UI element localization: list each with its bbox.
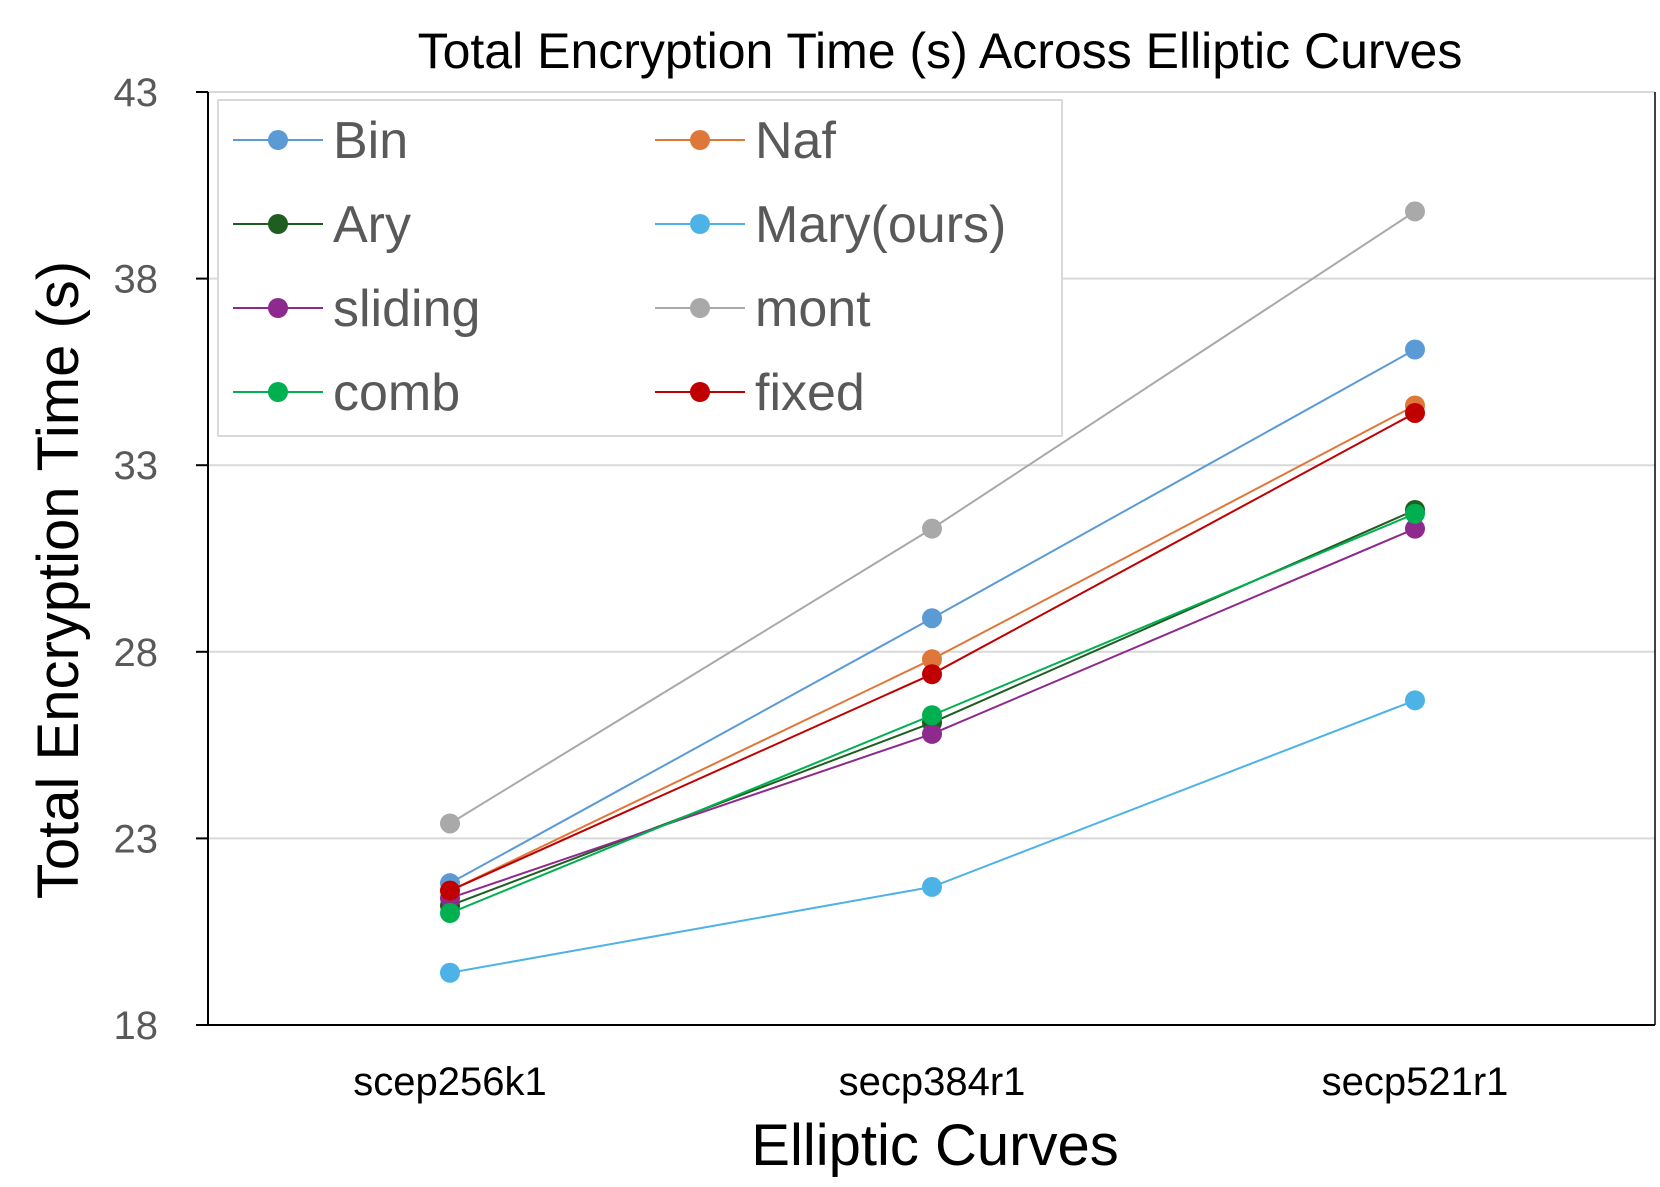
x-tick-label: secp384r1 — [839, 1060, 1026, 1104]
data-point — [440, 880, 460, 901]
series-naf — [440, 395, 1425, 901]
y-tick-label: 23 — [114, 817, 159, 861]
data-point — [1405, 690, 1425, 711]
legend-label: Ary — [333, 196, 411, 254]
series-lines — [440, 201, 1425, 983]
y-tick-label: 43 — [114, 71, 159, 115]
y-tick-labels: 18 23 28 33 38 43 — [114, 71, 159, 1048]
legend-marker — [690, 130, 710, 150]
legend-item: mont — [655, 280, 871, 338]
legend-box — [217, 99, 1063, 437]
legend-label: comb — [333, 364, 460, 422]
legend-item: Naf — [655, 112, 836, 170]
series-comb — [440, 503, 1425, 924]
series-mont — [440, 201, 1425, 834]
data-point — [922, 705, 942, 726]
data-point — [440, 903, 460, 924]
y-tick-label: 33 — [114, 444, 159, 488]
legend-label: Mary(ours) — [755, 196, 1006, 254]
data-point — [1405, 518, 1425, 539]
legend-label: sliding — [333, 280, 480, 338]
axes — [196, 91, 1656, 1026]
legend-label: fixed — [755, 364, 865, 422]
series-fixed — [440, 402, 1425, 901]
legend-label: mont — [755, 280, 871, 338]
data-point — [922, 664, 942, 685]
data-point — [922, 649, 942, 670]
legend-marker — [268, 382, 288, 402]
data-point — [1405, 339, 1425, 360]
data-point — [440, 962, 460, 983]
legend-marker — [268, 298, 288, 318]
data-point — [922, 876, 942, 897]
series-mary-ours- — [440, 690, 1425, 983]
legend-item: Ary — [233, 196, 411, 254]
legend-label: Naf — [755, 112, 836, 170]
x-tick-label: secp521r1 — [1322, 1060, 1509, 1104]
data-point — [1405, 201, 1425, 222]
x-axis-title: Elliptic Curves — [751, 1113, 1118, 1178]
y-tick-label: 28 — [114, 631, 159, 675]
y-tick-label: 38 — [114, 258, 159, 302]
x-tick-label: scep256k1 — [353, 1060, 546, 1104]
legend-item: fixed — [655, 364, 865, 422]
data-point — [922, 608, 942, 629]
legend-item: sliding — [233, 280, 480, 338]
data-point — [1405, 503, 1425, 524]
data-point — [1405, 402, 1425, 423]
legend-item: comb — [233, 364, 460, 422]
legend: Bin Naf Ary Mary(ours) sliding mont comb fixed — [217, 99, 1063, 437]
legend-label: Bin — [333, 112, 408, 170]
y-axis-title: Total Encryption Time (s) — [26, 261, 91, 899]
chart-title: Total Encryption Time (s) Across Ellipti… — [418, 23, 1463, 79]
series-line — [449, 404, 1416, 892]
legend-marker — [690, 298, 710, 318]
legend-item: Mary(ours) — [655, 196, 1006, 254]
data-point — [922, 723, 942, 744]
legend-item: Bin — [233, 112, 408, 170]
data-point — [440, 813, 460, 834]
data-point — [922, 518, 942, 539]
x-tick-labels: scep256k1 secp384r1 secp521r1 — [353, 1060, 1508, 1104]
legend-marker — [268, 130, 288, 150]
legend-marker — [690, 214, 710, 234]
y-tick-label: 18 — [114, 1004, 159, 1048]
legend-marker — [690, 382, 710, 402]
legend-marker — [268, 214, 288, 234]
